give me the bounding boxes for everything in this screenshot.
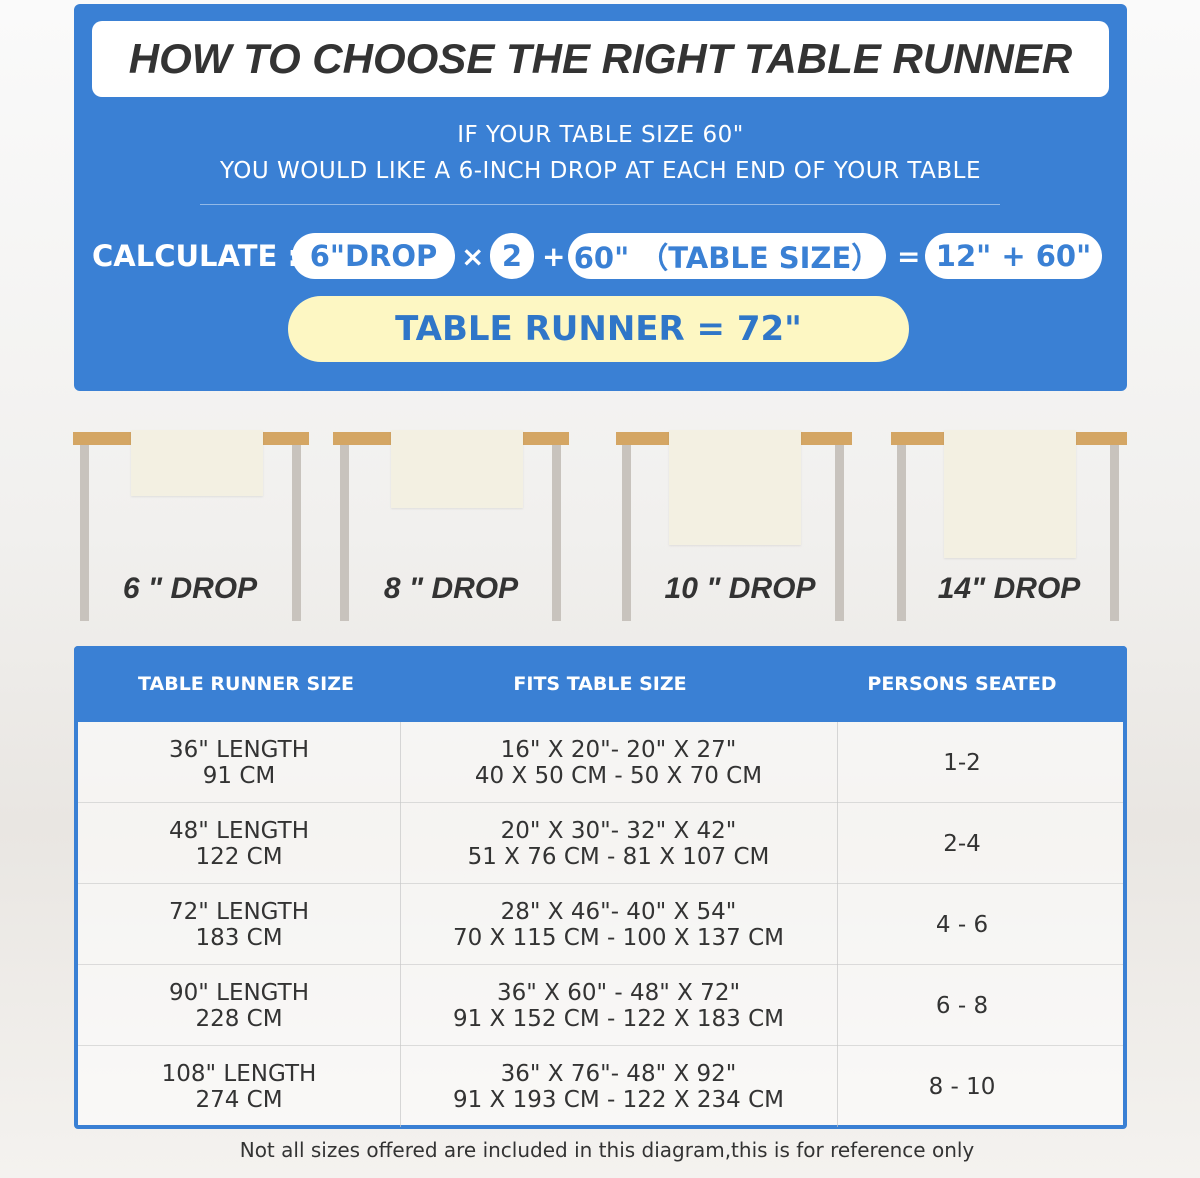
footer-note: Not all sizes offered are included in th… — [239, 1138, 975, 1162]
header-runner-size: TABLE RUNNER SIZE — [138, 673, 354, 695]
runner-size-cell: 36" LENGTH 91 CM — [78, 722, 400, 803]
size-cm: 183 CM — [195, 924, 283, 951]
fits-inches: 16" X 20"- 20" X 27" — [500, 736, 737, 763]
fits-inches: 20" X 30"- 32" X 42" — [500, 817, 737, 844]
drop-label-8: 8 " DROP — [383, 572, 519, 605]
table-header — [74, 646, 1127, 722]
column-divider — [837, 722, 838, 1127]
table-row: 72" LENGTH 183 CM 28" X 46"- 40" X 54" 70 … — [78, 884, 1123, 965]
size-inches: 36" LENGTH — [168, 736, 310, 763]
table-leg — [622, 445, 631, 621]
fits-cm: 91 X 193 CM - 122 X 234 CM — [452, 1086, 785, 1113]
size-inches: 48" LENGTH — [168, 817, 310, 844]
table-leg — [835, 445, 844, 621]
sum-pill: 12" + 60" — [925, 233, 1102, 279]
drop-pill: 6"DROP — [292, 233, 455, 279]
table-size-pill: 60" （TABLE SIZE） — [568, 233, 886, 279]
fits-inches: 36" X 60" - 48" X 72" — [496, 979, 741, 1006]
table-leg — [897, 445, 906, 621]
table-leg — [340, 445, 349, 621]
table-leg — [1110, 445, 1119, 621]
table-row: 108" LENGTH 274 CM 36" X 76"- 48" X 92" 91… — [78, 1046, 1123, 1127]
drop-label-10: 10 " DROP — [664, 572, 816, 605]
size-cm: 122 CM — [195, 843, 283, 870]
size-table — [74, 646, 1127, 1129]
persons-cell: 2-4 — [943, 830, 981, 857]
equals-sign: = — [897, 239, 921, 273]
size-cm: 91 CM — [202, 762, 276, 789]
calculate-label: CALCULATE : — [92, 239, 299, 273]
column-divider — [400, 722, 401, 1127]
fits-cm: 70 X 115 CM - 100 X 137 CM — [452, 924, 785, 951]
fits-cm: 51 X 76 CM - 81 X 107 CM — [467, 843, 770, 870]
runner-10 — [669, 430, 801, 545]
size-cm: 274 CM — [195, 1086, 283, 1113]
fits-cell: 16" X 20"- 20" X 27" 40 X 50 CM - 50 X 70… — [400, 722, 837, 803]
factor-pill: 2 — [490, 233, 534, 279]
persons-cell: 8 - 10 — [928, 1073, 996, 1100]
fits-inches: 28" X 46"- 40" X 54" — [500, 898, 737, 925]
intro-line-2: YOU WOULD LIKE A 6-INCH DROP AT EACH END… — [219, 158, 982, 184]
table-row: 90" LENGTH 228 CM 36" X 60" - 48" X 72" 91… — [78, 965, 1123, 1046]
size-cm: 228 CM — [195, 1005, 283, 1032]
page-title: HOW TO CHOOSE THE RIGHT TABLE RUNNER — [92, 21, 1109, 97]
persons-cell: 6 - 8 — [935, 992, 989, 1019]
runner-size-cell: 72" LENGTH 183 CM — [78, 884, 400, 965]
result-pill: TABLE RUNNER = 72" — [288, 296, 909, 362]
fits-cell: 36" X 76"- 48" X 92" 91 X 193 CM - 122 X … — [400, 1046, 837, 1127]
plus-sign: + — [542, 239, 566, 273]
drop-label-6: 6 " DROP — [122, 572, 258, 605]
fits-inches: 36" X 76"- 48" X 92" — [500, 1060, 737, 1087]
runner-size-cell: 108" LENGTH 274 CM — [78, 1046, 400, 1127]
table-leg — [80, 445, 89, 621]
runner-size-cell: 90" LENGTH 228 CM — [78, 965, 400, 1046]
table-row: 36" LENGTH 91 CM 16" X 20"- 20" X 27" 40 X… — [78, 722, 1123, 803]
persons-cell: 1-2 — [943, 749, 981, 776]
fits-cell: 28" X 46"- 40" X 54" 70 X 115 CM - 100 X … — [400, 884, 837, 965]
size-inches: 72" LENGTH — [168, 898, 310, 925]
drop-label-14: 14" DROP — [937, 572, 1081, 605]
runner-8 — [391, 430, 523, 508]
table-row: 48" LENGTH 122 CM 20" X 30"- 32" X 42" 51 … — [78, 803, 1123, 884]
runner-6 — [131, 430, 263, 496]
size-inches: 90" LENGTH — [168, 979, 310, 1006]
intro-line-1: IF YOUR TABLE SIZE 60" — [457, 122, 744, 148]
header-persons: PERSONS SEATED — [867, 673, 1057, 695]
size-inches: 108" LENGTH — [161, 1060, 317, 1087]
fits-cell: 20" X 30"- 32" X 42" 51 X 76 CM - 81 X 10… — [400, 803, 837, 884]
fits-cm: 91 X 152 CM - 122 X 183 CM — [452, 1005, 785, 1032]
table-leg — [292, 445, 301, 621]
persons-cell: 4 - 6 — [935, 911, 989, 938]
runner-size-cell: 48" LENGTH 122 CM — [78, 803, 400, 884]
table-leg — [552, 445, 561, 621]
runner-14 — [944, 430, 1076, 558]
fits-cell: 36" X 60" - 48" X 72" 91 X 152 CM - 122 X… — [400, 965, 837, 1046]
header-fits-table: FITS TABLE SIZE — [513, 673, 687, 695]
fits-cm: 40 X 50 CM - 50 X 70 CM — [474, 762, 763, 789]
divider — [200, 204, 1000, 205]
times-sign: × — [461, 239, 485, 273]
